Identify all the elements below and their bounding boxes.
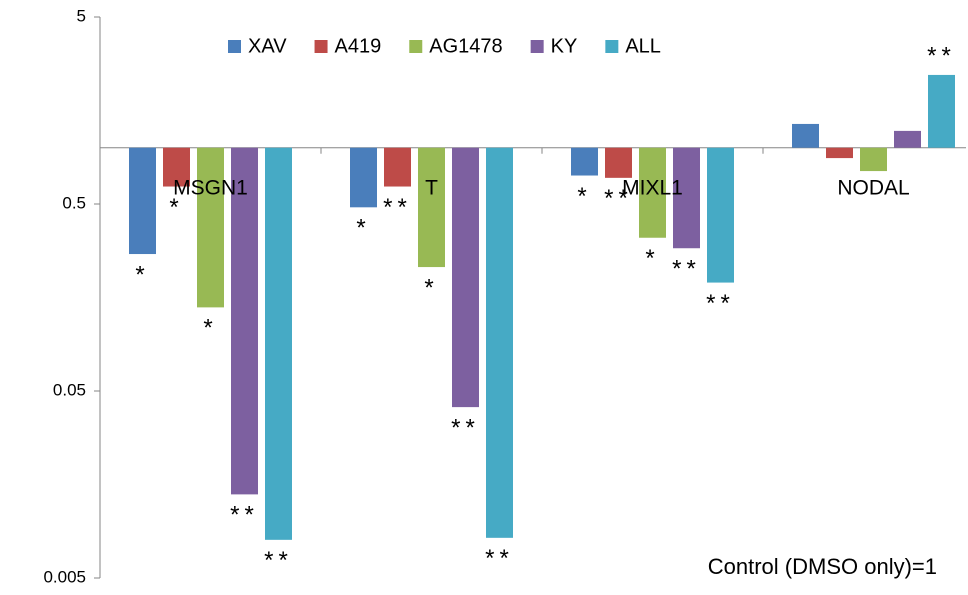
bar (673, 147, 700, 249)
legend-label: XAV (248, 35, 287, 57)
significance-label: * (203, 315, 217, 342)
significance-label: * (645, 245, 659, 272)
y-tick-label: 0.005 (43, 567, 86, 586)
bar (928, 74, 955, 148)
significance-label: * (135, 261, 149, 288)
bar (486, 147, 513, 538)
significance-label: * (424, 274, 438, 301)
bar (860, 147, 887, 172)
significance-label: * (169, 194, 183, 221)
category-label: MSGN1 (173, 177, 248, 200)
bar (418, 147, 445, 268)
bar (605, 147, 632, 178)
bar (792, 123, 819, 148)
legend-swatch (605, 40, 619, 53)
significance-label: ** (383, 194, 412, 221)
significance-label: * (356, 215, 370, 242)
legend-label: AG1478 (429, 35, 502, 57)
significance-label: ** (230, 502, 259, 529)
significance-label: ** (927, 42, 956, 69)
significance-label: ** (264, 547, 293, 574)
legend-swatch (409, 40, 423, 53)
legend-swatch (314, 40, 328, 53)
bar (826, 147, 853, 159)
bar (350, 147, 377, 208)
category-label: MIXL1 (622, 177, 683, 200)
significance-label: ** (485, 545, 514, 572)
category-label: T (425, 177, 438, 200)
bar (894, 130, 921, 148)
bar (571, 147, 598, 176)
bar (129, 147, 156, 255)
legend-swatch (530, 40, 544, 53)
legend-label: A419 (335, 35, 382, 57)
annotation: Control (DMSO only)=1 (708, 554, 937, 579)
bar (265, 147, 292, 540)
bar (639, 147, 666, 238)
significance-label: ** (451, 414, 480, 441)
significance-label: * (577, 183, 591, 210)
significance-label: ** (604, 185, 633, 212)
significance-label: ** (672, 256, 701, 283)
bar (384, 147, 411, 187)
bar (163, 147, 190, 187)
bar (197, 147, 224, 308)
y-tick-label: 0.05 (53, 380, 86, 399)
y-tick-label: 0.5 (62, 193, 86, 212)
category-label: NODAL (837, 177, 909, 200)
legend-swatch (228, 40, 241, 53)
bar (231, 147, 258, 495)
y-tick-label: 5 (77, 6, 86, 25)
legend-label: KY (551, 35, 578, 57)
bar (707, 147, 734, 283)
bar (452, 147, 479, 408)
significance-label: ** (706, 290, 735, 317)
legend-label: ALL (625, 35, 661, 57)
